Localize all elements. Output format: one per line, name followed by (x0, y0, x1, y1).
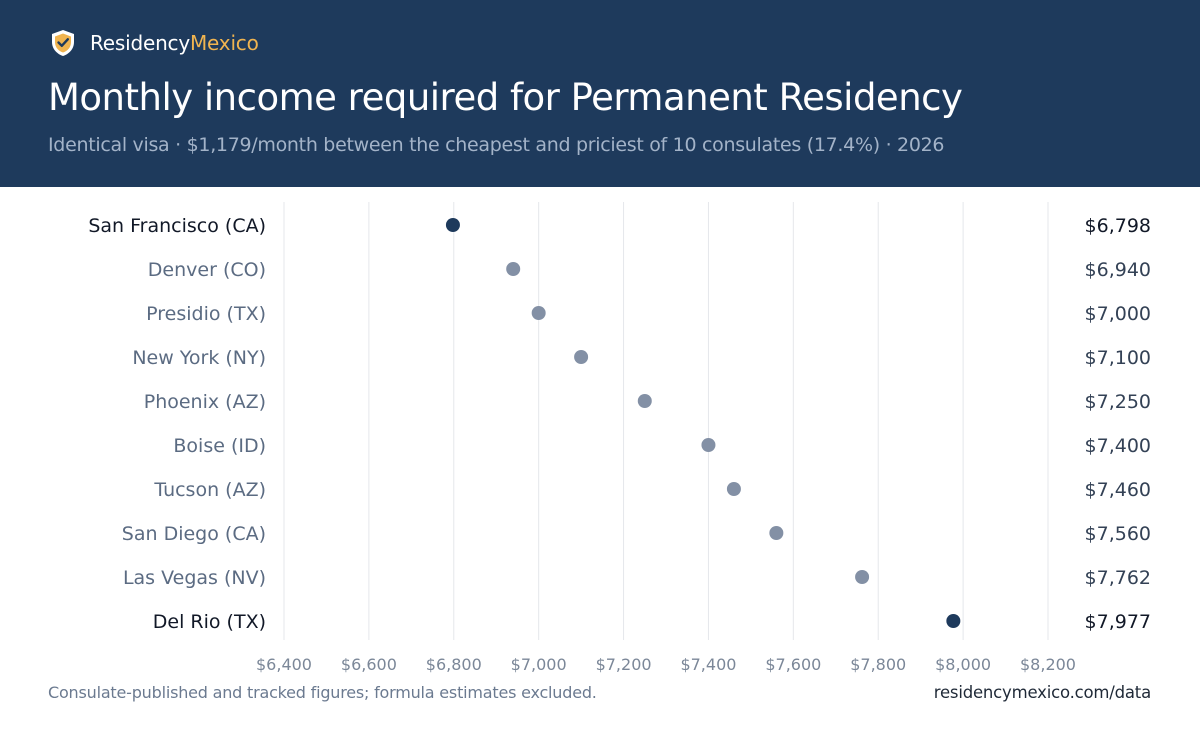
category-label: San Diego (CA) (122, 523, 266, 545)
value-label: $7,977 (1085, 611, 1151, 633)
value-label: $7,762 (1085, 567, 1151, 589)
chart-row: San Diego (CA) $7,560 (122, 523, 1151, 545)
x-tick-label: $7,400 (680, 655, 736, 674)
chart-title: Monthly income required for Permanent Re… (48, 76, 963, 119)
dot-plot-chart: $6,400 $6,600 $6,800 $7,000 $7,200 $7,400 $7,6… (88, 202, 1151, 674)
gridlines (283, 202, 1049, 640)
footnote: Consulate-published and tracked figures;… (48, 683, 597, 702)
data-point (946, 614, 961, 628)
category-label: Las Vegas (NV) (123, 567, 266, 589)
x-tick-label: $6,800 (426, 655, 482, 674)
header-banner: ResidencyMexico Monthly income required … (0, 0, 1200, 187)
data-point (769, 526, 784, 540)
value-label: $7,100 (1085, 347, 1151, 369)
data-point (574, 350, 589, 364)
x-tick-label: $7,800 (850, 655, 906, 674)
chart-row: Tucson (AZ) $7,460 (153, 479, 1151, 501)
data-point (726, 482, 741, 496)
data-point (445, 218, 460, 232)
x-tick-label: $7,000 (511, 655, 567, 674)
data-point (637, 394, 652, 408)
category-label: Denver (CO) (148, 259, 266, 281)
category-label: Del Rio (TX) (153, 611, 266, 633)
category-label: Phoenix (AZ) (144, 391, 266, 413)
value-label: $7,000 (1085, 303, 1151, 325)
data-point (701, 438, 716, 452)
source-link[interactable]: residencymexico.com/data (933, 683, 1151, 702)
value-label: $7,460 (1085, 479, 1151, 501)
chart-subtitle: Identical visa · $1,179/month between th… (48, 134, 945, 156)
chart-row: Del Rio (TX) $7,977 (153, 611, 1151, 633)
x-tick-label: $7,200 (596, 655, 652, 674)
category-label: New York (NY) (132, 347, 266, 369)
chart-rows: San Francisco (CA) $6,798 Denver (CO) $6,94… (88, 215, 1151, 633)
category-label: Tucson (AZ) (153, 479, 266, 501)
chart-row: Las Vegas (NV) $7,762 (123, 567, 1151, 589)
value-label: $6,798 (1085, 215, 1151, 237)
chart-row: San Francisco (CA) $6,798 (88, 215, 1151, 237)
x-tick-label: $6,600 (341, 655, 397, 674)
data-point (531, 306, 546, 320)
category-label: San Francisco (CA) (88, 215, 266, 237)
chart-row: Phoenix (AZ) $7,250 (144, 391, 1151, 413)
brand-name-main: Residency (90, 31, 190, 55)
chart-row: Denver (CO) $6,940 (148, 259, 1151, 281)
chart-row: Presidio (TX) $7,000 (146, 303, 1151, 325)
value-label: $7,400 (1085, 435, 1151, 457)
x-tick-label: $7,600 (765, 655, 821, 674)
value-label: $7,250 (1085, 391, 1151, 413)
data-point (506, 262, 521, 276)
x-tick-label: $6,400 (256, 655, 312, 674)
category-label: Presidio (TX) (146, 303, 266, 325)
chart-row: Boise (ID) $7,400 (173, 435, 1151, 457)
shield-check-icon (52, 30, 74, 56)
chart-row: New York (NY) $7,100 (132, 347, 1151, 369)
data-point (855, 570, 870, 584)
x-tick-label: $8,000 (935, 655, 991, 674)
x-tick-label: $8,200 (1020, 655, 1076, 674)
value-label: $7,560 (1085, 523, 1151, 545)
value-label: $6,940 (1085, 259, 1151, 281)
brand[interactable]: ResidencyMexico (50, 29, 259, 57)
brand-name: ResidencyMexico (90, 31, 259, 55)
category-label: Boise (ID) (173, 435, 266, 457)
brand-name-accent: Mexico (190, 31, 259, 55)
x-axis-tick-labels: $6,400 $6,600 $6,800 $7,000 $7,200 $7,400 $7,6… (256, 655, 1076, 674)
